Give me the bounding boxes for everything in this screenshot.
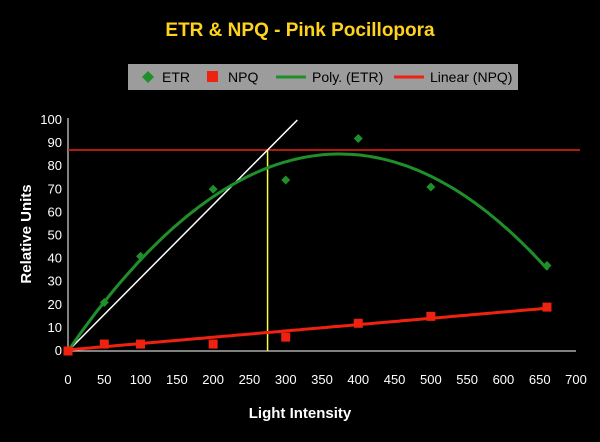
legend-npq-label: NPQ xyxy=(228,69,258,85)
legend-box xyxy=(128,64,518,90)
x-tick-label-700: 700 xyxy=(565,372,587,387)
y-tick-label-60: 60 xyxy=(48,204,62,219)
x-tick-label-0: 0 xyxy=(64,372,71,387)
chart-title: ETR & NPQ - Pink Pocillopora xyxy=(165,20,435,41)
y-tick-labels: 0 10 20 30 40 50 60 70 80 90 100 xyxy=(40,112,62,358)
etr-point-200 xyxy=(208,184,218,194)
etr-point-660 xyxy=(542,261,552,271)
npq-point-300 xyxy=(281,332,291,342)
y-tick-label-40: 40 xyxy=(48,251,62,266)
y-tick-label-10: 10 xyxy=(48,320,62,335)
data-markers xyxy=(63,133,552,356)
poly-etr-trendline xyxy=(66,152,549,353)
x-tick-label-150: 150 xyxy=(166,372,188,387)
initial-slope-line xyxy=(67,119,298,352)
npq-point-500 xyxy=(426,311,436,321)
y-tick-label-70: 70 xyxy=(48,181,62,196)
x-tick-label-250: 250 xyxy=(239,372,261,387)
x-tick-label-500: 500 xyxy=(420,372,442,387)
etr-point-400 xyxy=(353,133,363,143)
legend-etr-marker xyxy=(142,71,154,83)
y-tick-label-30: 30 xyxy=(48,274,62,289)
legend-poly-etr-label: Poly. (ETR) xyxy=(312,69,383,85)
etr-point-300 xyxy=(281,175,291,185)
annotation-lines xyxy=(67,119,580,352)
x-tick-label-300: 300 xyxy=(275,372,297,387)
legend-npq-marker xyxy=(207,71,218,82)
x-tick-label-450: 450 xyxy=(384,372,406,387)
x-axis-label: Light Intensity xyxy=(249,405,352,422)
npq-point-100 xyxy=(136,339,146,349)
x-tick-label-100: 100 xyxy=(130,372,152,387)
y-tick-label-90: 90 xyxy=(48,135,62,150)
x-tick-label-650: 650 xyxy=(529,372,551,387)
y-tick-label-50: 50 xyxy=(48,228,62,243)
npq-point-200 xyxy=(208,339,218,349)
x-tick-label-350: 350 xyxy=(311,372,333,387)
npq-point-660 xyxy=(542,302,552,312)
y-axis-label: Relative Units xyxy=(18,184,35,283)
y-tick-label-80: 80 xyxy=(48,158,62,173)
x-tick-label-550: 550 xyxy=(456,372,478,387)
x-tick-label-600: 600 xyxy=(493,372,515,387)
y-tick-label-0: 0 xyxy=(55,343,62,358)
legend-linear-npq-label: Linear (NPQ) xyxy=(430,69,512,85)
npq-point-50 xyxy=(99,339,109,349)
legend-etr-label: ETR xyxy=(162,69,190,85)
npq-point-400 xyxy=(353,318,363,328)
x-tick-labels: 0 50 100 150 200 250 300 350 400 450 500 550 600 650 7… xyxy=(64,372,586,387)
legend: ETR NPQ Poly. (ETR) Linear (NPQ) xyxy=(128,64,518,90)
etr-point-100 xyxy=(136,251,146,261)
x-tick-label-200: 200 xyxy=(202,372,224,387)
y-tick-label-20: 20 xyxy=(48,297,62,312)
x-tick-label-50: 50 xyxy=(97,372,111,387)
etr-point-500 xyxy=(426,182,436,192)
etr-point-50 xyxy=(99,297,109,307)
y-tick-label-100: 100 xyxy=(40,112,62,127)
linear-npq-trendline xyxy=(66,306,549,352)
x-tick-label-400: 400 xyxy=(347,372,369,387)
npq-point-0 xyxy=(63,346,73,356)
trendlines xyxy=(66,152,549,353)
